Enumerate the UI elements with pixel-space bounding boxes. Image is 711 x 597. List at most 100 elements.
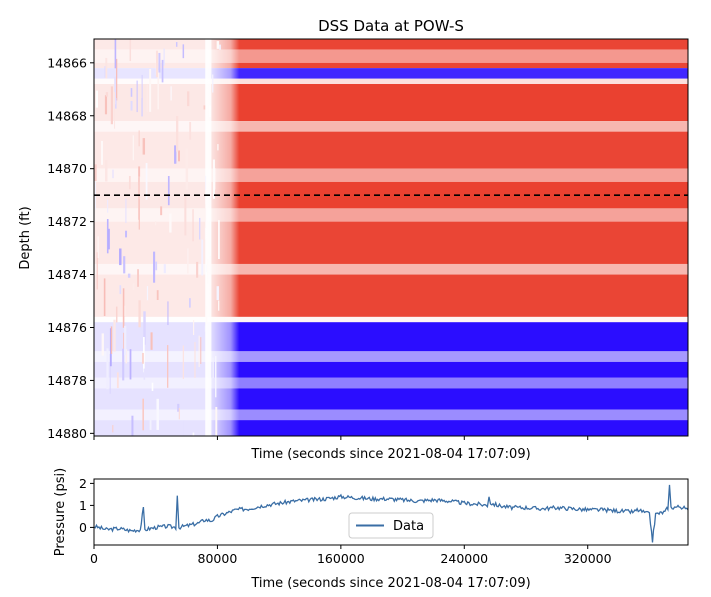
heatmap-noise-streak — [167, 175, 170, 206]
heatmap-noise-streak — [142, 138, 146, 155]
legend: Data — [348, 512, 434, 539]
heatmap-noise-streak — [177, 403, 180, 412]
heatmap-band — [211, 62, 688, 69]
heatmap-noise-streak — [136, 80, 138, 113]
heatmap-noise-streak — [189, 298, 191, 308]
heatmap-band — [211, 78, 688, 84]
y-tick-label: 2 — [79, 476, 87, 491]
heatmap-noise-streak — [101, 140, 103, 165]
heatmap-noise-streak — [106, 219, 109, 254]
heatmap-noise-streak — [155, 50, 159, 78]
pressure-xlabel: Time (seconds since 2021-08-04 17:07:09) — [250, 576, 530, 591]
pressure-frame — [93, 478, 689, 546]
heatmap-noise-streak — [105, 92, 109, 97]
heatmap-noise-streak — [146, 84, 149, 112]
heatmap-noise-streak — [157, 70, 160, 110]
heatmap-noise-streak — [185, 148, 189, 190]
heatmap-noise-streak — [192, 209, 194, 242]
heatmap-noise-streak — [129, 39, 132, 62]
heatmap-noise-streak — [103, 278, 106, 317]
heatmap-noise-streak — [130, 88, 133, 97]
heatmap-noise-streak — [141, 98, 143, 117]
heatmap-noise-streak — [97, 236, 99, 259]
heatmap-noise-streak — [196, 261, 199, 278]
heatmap-band — [211, 361, 688, 378]
heatmap-noise-streak — [178, 150, 180, 162]
heatmap-noise-streak — [166, 345, 169, 388]
heatmap-noise-streak — [163, 264, 166, 274]
heatmap-noise-streak — [182, 420, 185, 436]
heatmap-noise-streak — [174, 145, 177, 164]
heatmap-noise-streak — [153, 251, 156, 283]
heatmap-band-early — [94, 388, 212, 410]
heatmap-noise-streak — [116, 58, 118, 101]
x-tick-label: 240000 — [440, 551, 488, 566]
heatmap-noise-streak — [200, 337, 202, 364]
heatmap-noise-streak — [143, 311, 146, 345]
heatmap-noise-streak — [187, 91, 190, 107]
heatmap-noise-streak — [142, 398, 145, 431]
heatmap-band-early — [94, 420, 212, 436]
heatmap-noise-streak — [115, 306, 118, 323]
heatmap-band — [211, 409, 688, 421]
heatmap-band — [211, 420, 688, 436]
heatmap-band — [211, 316, 688, 323]
heatmap-band — [211, 274, 688, 317]
heatmap-noise-streak — [184, 196, 187, 236]
heatmap-noise-streak — [155, 221, 157, 226]
heatmap-band-early — [94, 39, 212, 50]
pressure-series-line — [94, 484, 688, 543]
heatmap-band-early — [94, 83, 212, 122]
heatmap-band-early — [94, 316, 212, 323]
heatmap-noise-streak — [101, 333, 104, 356]
heatmap-band-early — [94, 208, 212, 222]
heatmap-band-early — [94, 49, 212, 63]
heatmap-noise-streak — [132, 135, 135, 161]
heatmap-noise-streak — [105, 160, 108, 182]
heatmap-noise-streak — [178, 407, 180, 420]
heatmap-noise-streak — [138, 176, 140, 220]
heatmap-noise-streak — [156, 398, 159, 430]
heatmap-noise-streak — [124, 325, 127, 356]
heatmap-band-early — [94, 409, 212, 421]
heatmap-noise-streak — [175, 42, 178, 47]
y-tick-label: 14868 — [47, 108, 87, 123]
heatmap-noise-streak — [112, 425, 114, 433]
heatmap-band — [211, 351, 688, 362]
heatmap-band-early — [94, 68, 212, 79]
heatmap-noise-streak — [137, 269, 139, 287]
heatmap-noise-streak — [138, 199, 140, 230]
heatmap-noise-streak — [119, 285, 122, 295]
heatmap-noise-streak — [127, 273, 131, 278]
heatmap-band — [211, 49, 688, 63]
heatmap-noise-streak — [128, 175, 131, 190]
heatmap-noise-streak — [149, 68, 152, 112]
heatmap-plot-area — [94, 39, 688, 436]
heatmap-band — [211, 208, 688, 222]
y-tick-label: 14874 — [47, 267, 87, 282]
heatmap-noise-streak — [194, 342, 196, 378]
heatmap-noise-streak — [123, 256, 126, 274]
heatmap-noise-streak — [151, 382, 154, 391]
y-tick-label: 14880 — [47, 426, 87, 441]
heatmap-band-early — [94, 181, 212, 209]
heatmap-noise-streak — [125, 198, 127, 224]
heatmap-noise-streak — [192, 432, 195, 436]
heatmap-onset-fade — [205, 39, 240, 436]
heatmap-band-early — [94, 263, 212, 275]
heatmap-band-early — [94, 168, 212, 182]
heatmap-noise-streak — [129, 349, 132, 380]
legend-box — [348, 512, 434, 539]
heatmap-noise-streak — [160, 206, 163, 216]
heatmap-axes: 14866 14868 14870 14872 14874 14876 14878 14880 — [47, 38, 689, 441]
heatmap-noise-streak — [112, 169, 114, 179]
pressure-ylabel: Pressure (psi) — [53, 468, 68, 556]
x-tick-label: 320000 — [564, 551, 612, 566]
y-tick-label: 14876 — [47, 320, 87, 335]
heatmap-noise-streak — [107, 199, 109, 213]
heatmap-band — [211, 39, 688, 50]
heatmap-noise-streak — [199, 217, 201, 240]
heatmap-title: DSS Data at POW-S — [318, 17, 464, 35]
heatmap-noise-streak — [167, 301, 169, 326]
